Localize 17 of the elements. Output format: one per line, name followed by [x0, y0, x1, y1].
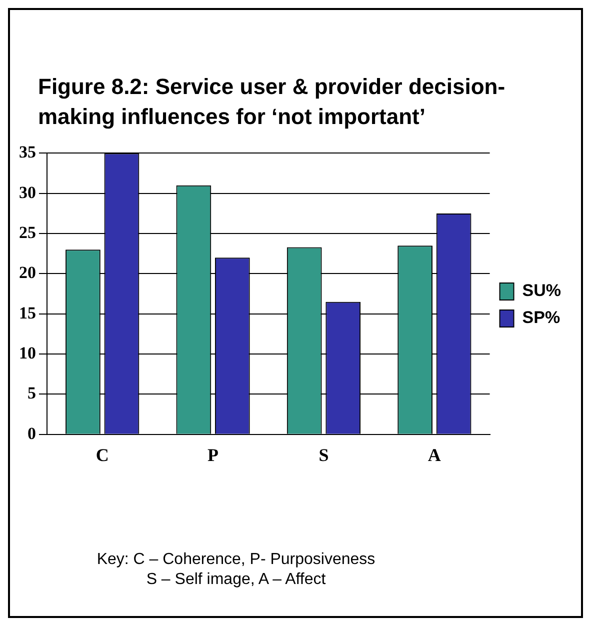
y-tick-label: 20 [19, 263, 36, 282]
y-tick-label: 0 [28, 424, 36, 443]
text: S – Self image, A – Affect [145, 570, 327, 590]
x-tick-label: A [428, 444, 441, 465]
x-tick-label: C [96, 444, 109, 465]
y-tick-label: 5 [28, 384, 36, 403]
x-tick-label: S [318, 444, 329, 465]
x-tick-label: P [208, 444, 219, 465]
legend-label: SU% [522, 281, 562, 300]
y-tick-label: 25 [19, 222, 36, 242]
y-tick-label: 35 [19, 142, 36, 162]
y-tick-label: 10 [19, 343, 36, 362]
text: Key: C – Coherence, P- Purposiveness [96, 550, 376, 570]
chart-title: Figure 8.2: Service user & provider decision-making influences for ‘not important’ [38, 73, 506, 131]
legend-label: SP% [522, 308, 560, 328]
y-tick-label: 15 [19, 303, 36, 322]
y-tick-label: 30 [19, 182, 36, 202]
